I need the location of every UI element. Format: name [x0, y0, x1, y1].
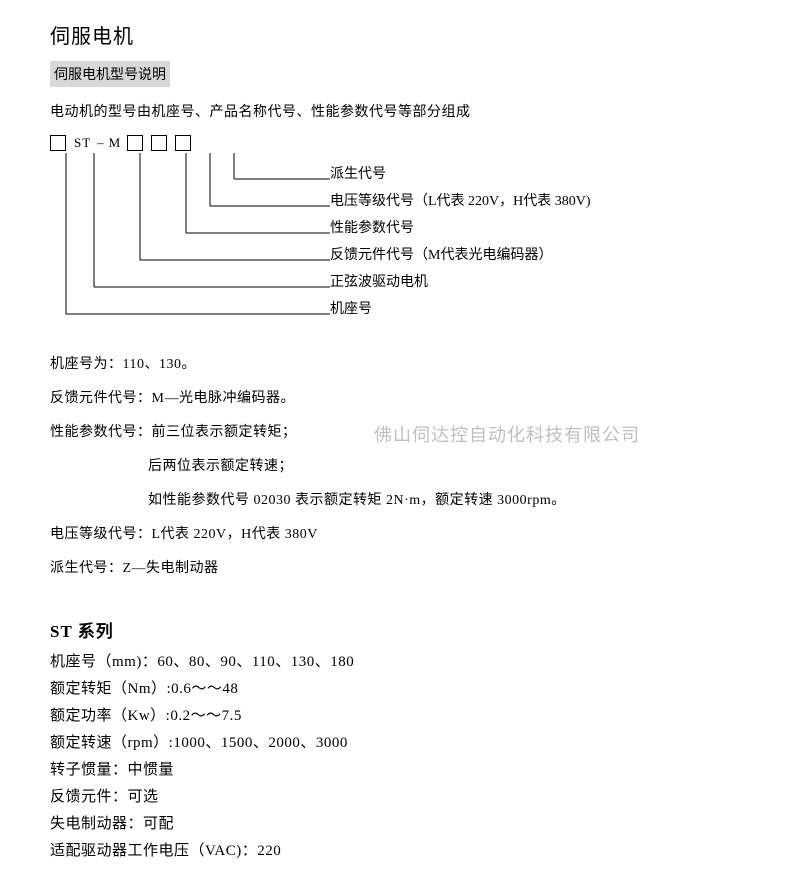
- info-line-2: 反馈元件代号：M—光电脉冲编码器。: [50, 387, 758, 407]
- diagram-label: 电压等级代号（L代表 220V，H代表 380V): [330, 190, 591, 210]
- document-body: 伺服电机 伺服电机型号说明 电动机的型号由机座号、产品名称代号、性能参数代号等部…: [0, 0, 788, 886]
- info-line-1: 机座号为：110、130。: [50, 353, 758, 373]
- info-line-6: 电压等级代号：L代表 220V，H代表 380V: [50, 523, 758, 543]
- model-code-diagram: ST – M 派生代号电压等级代号（L代表 220V，H代表 380V)性能参数…: [50, 135, 758, 335]
- series-line-2: 额定转矩（Nm）:0.6～～48: [50, 677, 758, 698]
- info-line-7: 派生代号：Z—失电制动器: [50, 557, 758, 577]
- series-line-1: 机座号（mm)：60、80、90、110、130、180: [50, 650, 758, 671]
- series-line-3: 额定功率（Kw）:0.2～～7.5: [50, 704, 758, 725]
- diagram-label: 性能参数代号: [330, 217, 414, 237]
- info-line-4: 后两位表示额定转速；: [148, 455, 758, 475]
- diagram-label: 派生代号: [330, 163, 386, 183]
- diagram-label: 机座号: [330, 298, 372, 318]
- series-line-8: 适配驱动器工作电压（VAC)：220: [50, 839, 758, 860]
- info-line-3: 性能参数代号：前三位表示额定转矩；: [50, 421, 758, 441]
- description-line: 电动机的型号由机座号、产品名称代号、性能参数代号等部分组成: [50, 101, 758, 121]
- series-line-6: 反馈元件：可选: [50, 785, 758, 806]
- series-title: ST 系列: [50, 617, 758, 642]
- main-title: 伺服电机: [50, 20, 758, 49]
- series-line-5: 转子惯量：中惯量: [50, 758, 758, 779]
- series-line-7: 失电制动器：可配: [50, 812, 758, 833]
- subtitle-highlight: 伺服电机型号说明: [50, 61, 170, 87]
- st-series-block: ST 系列 机座号（mm)：60、80、90、110、130、180 额定转矩（…: [50, 617, 758, 860]
- diagram-label: 反馈元件代号（M代表光电编码器）: [330, 244, 552, 264]
- series-line-4: 额定转速（rpm）:1000、1500、2000、3000: [50, 731, 758, 752]
- diagram-label: 正弦波驱动电机: [330, 271, 428, 291]
- info-line-5: 如性能参数代号 02030 表示额定转矩 2N·m，额定转速 3000rpm。: [148, 489, 758, 509]
